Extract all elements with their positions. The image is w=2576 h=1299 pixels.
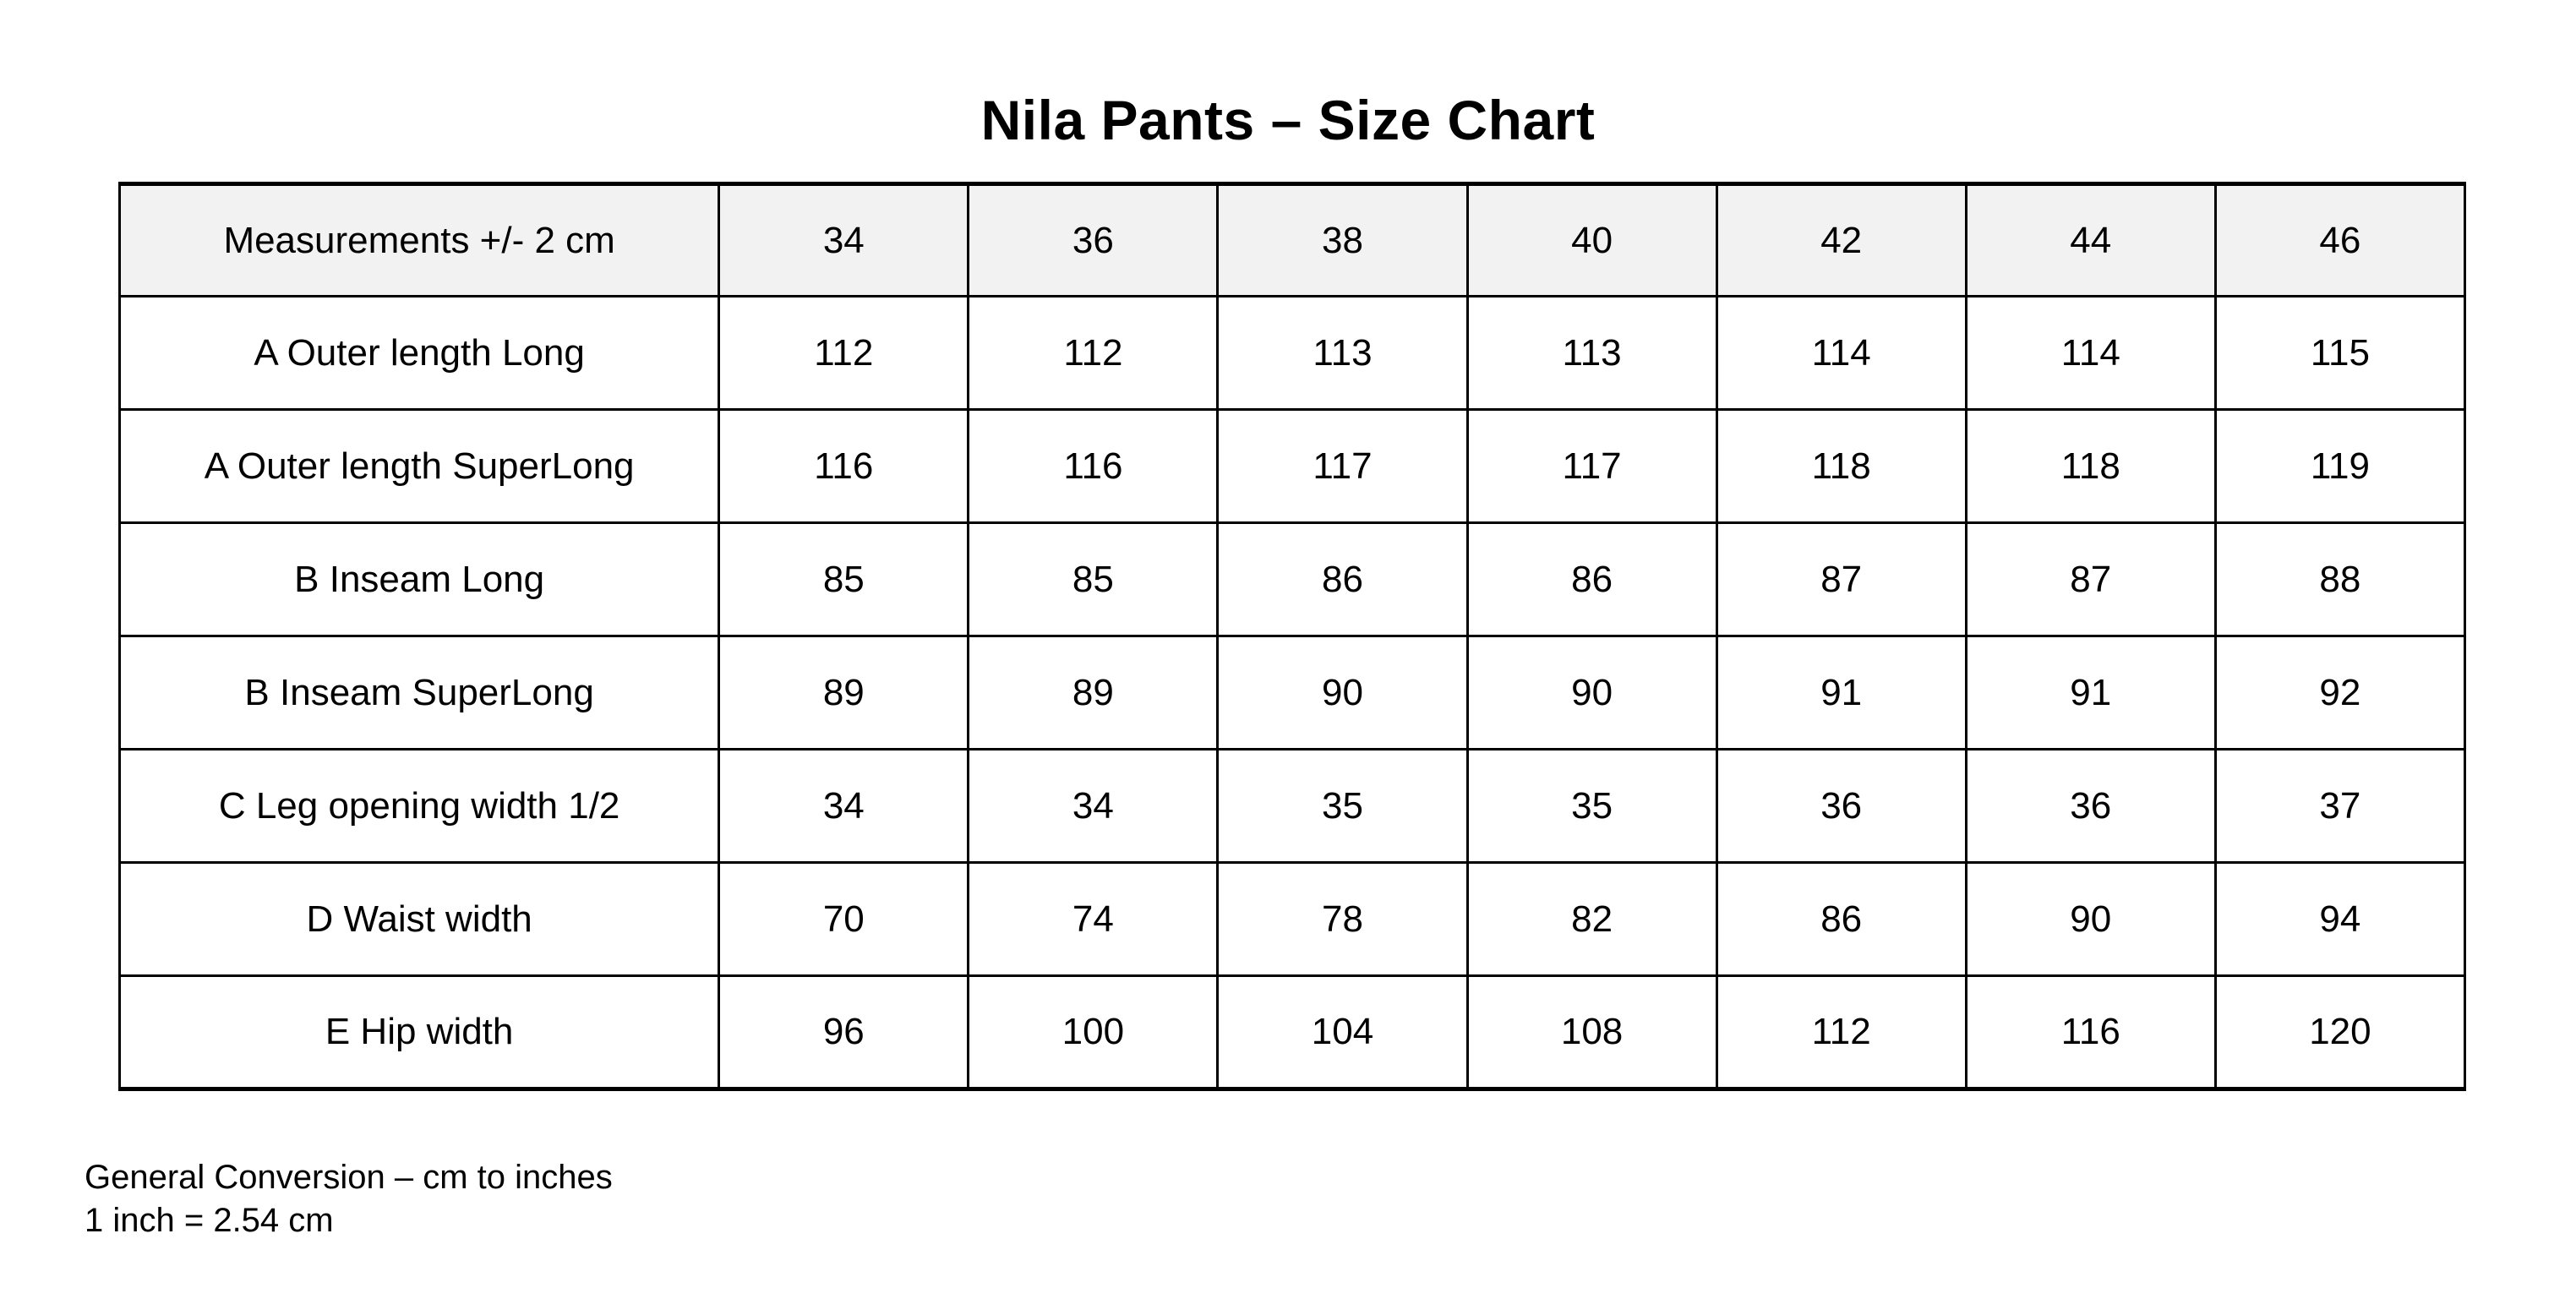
table-row: D Waist width 70 74 78 82 86 90 94 bbox=[117, 861, 2467, 977]
value-cell: 70 bbox=[718, 861, 970, 977]
value-cell: 117 bbox=[1216, 408, 1469, 524]
value-cell: 113 bbox=[1216, 295, 1469, 411]
value-cell: 120 bbox=[2213, 974, 2467, 1090]
header-cell-measurements: Measurements +/- 2 cm bbox=[117, 183, 721, 297]
header-cell-size: 44 bbox=[1964, 183, 2217, 297]
value-cell: 112 bbox=[718, 295, 970, 411]
value-cell: 86 bbox=[1715, 861, 1967, 977]
value-cell: 113 bbox=[1465, 295, 1718, 411]
table-row: C Leg opening width 1/2 34 34 35 35 36 36 37 bbox=[117, 748, 2467, 864]
value-cell: 90 bbox=[1964, 861, 2217, 977]
value-cell: 78 bbox=[1216, 861, 1469, 977]
value-cell: 35 bbox=[1216, 748, 1469, 864]
value-cell: 114 bbox=[1715, 295, 1967, 411]
value-cell: 112 bbox=[967, 295, 1220, 411]
value-cell: 94 bbox=[2213, 861, 2467, 977]
table-row: A Outer length SuperLong 116 116 117 117 118 1… bbox=[117, 408, 2467, 524]
conversion-note-line2: 1 inch = 2.54 cm bbox=[85, 1202, 334, 1239]
value-cell: 88 bbox=[2213, 521, 2467, 637]
value-cell: 86 bbox=[1216, 521, 1469, 637]
value-cell: 87 bbox=[1964, 521, 2217, 637]
value-cell: 89 bbox=[718, 635, 970, 750]
value-cell: 92 bbox=[2213, 635, 2467, 750]
value-cell: 118 bbox=[1964, 408, 2217, 524]
row-label-cell: A Outer length SuperLong bbox=[117, 408, 721, 524]
value-cell: 112 bbox=[1715, 974, 1967, 1090]
header-cell-size: 36 bbox=[967, 183, 1220, 297]
value-cell: 119 bbox=[2213, 408, 2467, 524]
value-cell: 115 bbox=[2213, 295, 2467, 411]
value-cell: 90 bbox=[1216, 635, 1469, 750]
value-cell: 35 bbox=[1465, 748, 1718, 864]
value-cell: 87 bbox=[1715, 521, 1967, 637]
value-cell: 89 bbox=[967, 635, 1220, 750]
value-cell: 116 bbox=[718, 408, 970, 524]
table-row: B Inseam Long 85 85 86 86 87 87 88 bbox=[117, 521, 2467, 637]
page-title: Nila Pants – Size Chart bbox=[980, 89, 1596, 152]
header-cell-size: 34 bbox=[718, 183, 970, 297]
value-cell: 34 bbox=[967, 748, 1220, 864]
value-cell: 100 bbox=[967, 974, 1220, 1090]
value-cell: 82 bbox=[1465, 861, 1718, 977]
value-cell: 96 bbox=[718, 974, 970, 1090]
size-table: Measurements +/- 2 cm 34 36 38 40 42 44 46 A Ou… bbox=[117, 182, 2467, 1091]
value-cell: 116 bbox=[1964, 974, 2217, 1090]
value-cell: 85 bbox=[718, 521, 970, 637]
value-cell: 34 bbox=[718, 748, 970, 864]
table-body: A Outer length Long 112 112 113 113 114 114 115… bbox=[117, 295, 2467, 1090]
value-cell: 108 bbox=[1465, 974, 1718, 1090]
value-cell: 90 bbox=[1465, 635, 1718, 750]
value-cell: 116 bbox=[967, 408, 1220, 524]
header-cell-size: 42 bbox=[1715, 183, 1967, 297]
value-cell: 36 bbox=[1964, 748, 2217, 864]
value-cell: 91 bbox=[1964, 635, 2217, 750]
conversion-note: General Conversion – cm to inches 1 inch… bbox=[85, 1156, 613, 1242]
row-label-cell: D Waist width bbox=[117, 861, 721, 977]
row-label-cell: C Leg opening width 1/2 bbox=[117, 748, 721, 864]
value-cell: 117 bbox=[1465, 408, 1718, 524]
header-cell-size: 38 bbox=[1216, 183, 1469, 297]
table-row: A Outer length Long 112 112 113 113 114 114 115 bbox=[117, 295, 2467, 411]
header-cell-size: 46 bbox=[2213, 183, 2467, 297]
value-cell: 37 bbox=[2213, 748, 2467, 864]
table-row: B Inseam SuperLong 89 89 90 90 91 91 92 bbox=[117, 635, 2467, 750]
header-row: Measurements +/- 2 cm 34 36 38 40 42 44 46 bbox=[117, 183, 2467, 297]
value-cell: 118 bbox=[1715, 408, 1967, 524]
row-label-cell: E Hip width bbox=[117, 974, 721, 1090]
header-cell-size: 40 bbox=[1465, 183, 1718, 297]
value-cell: 85 bbox=[967, 521, 1220, 637]
value-cell: 114 bbox=[1964, 295, 2217, 411]
value-cell: 86 bbox=[1465, 521, 1718, 637]
table-row: E Hip width 96 100 104 108 112 116 120 bbox=[117, 974, 2467, 1090]
conversion-note-line1: General Conversion – cm to inches bbox=[85, 1159, 613, 1196]
value-cell: 74 bbox=[967, 861, 1220, 977]
value-cell: 104 bbox=[1216, 974, 1469, 1090]
value-cell: 91 bbox=[1715, 635, 1967, 750]
value-cell: 36 bbox=[1715, 748, 1967, 864]
row-label-cell: B Inseam SuperLong bbox=[117, 635, 721, 750]
row-label-cell: B Inseam Long bbox=[117, 521, 721, 637]
table-header: Measurements +/- 2 cm 34 36 38 40 42 44 46 bbox=[117, 183, 2467, 297]
row-label-cell: A Outer length Long bbox=[117, 295, 721, 411]
